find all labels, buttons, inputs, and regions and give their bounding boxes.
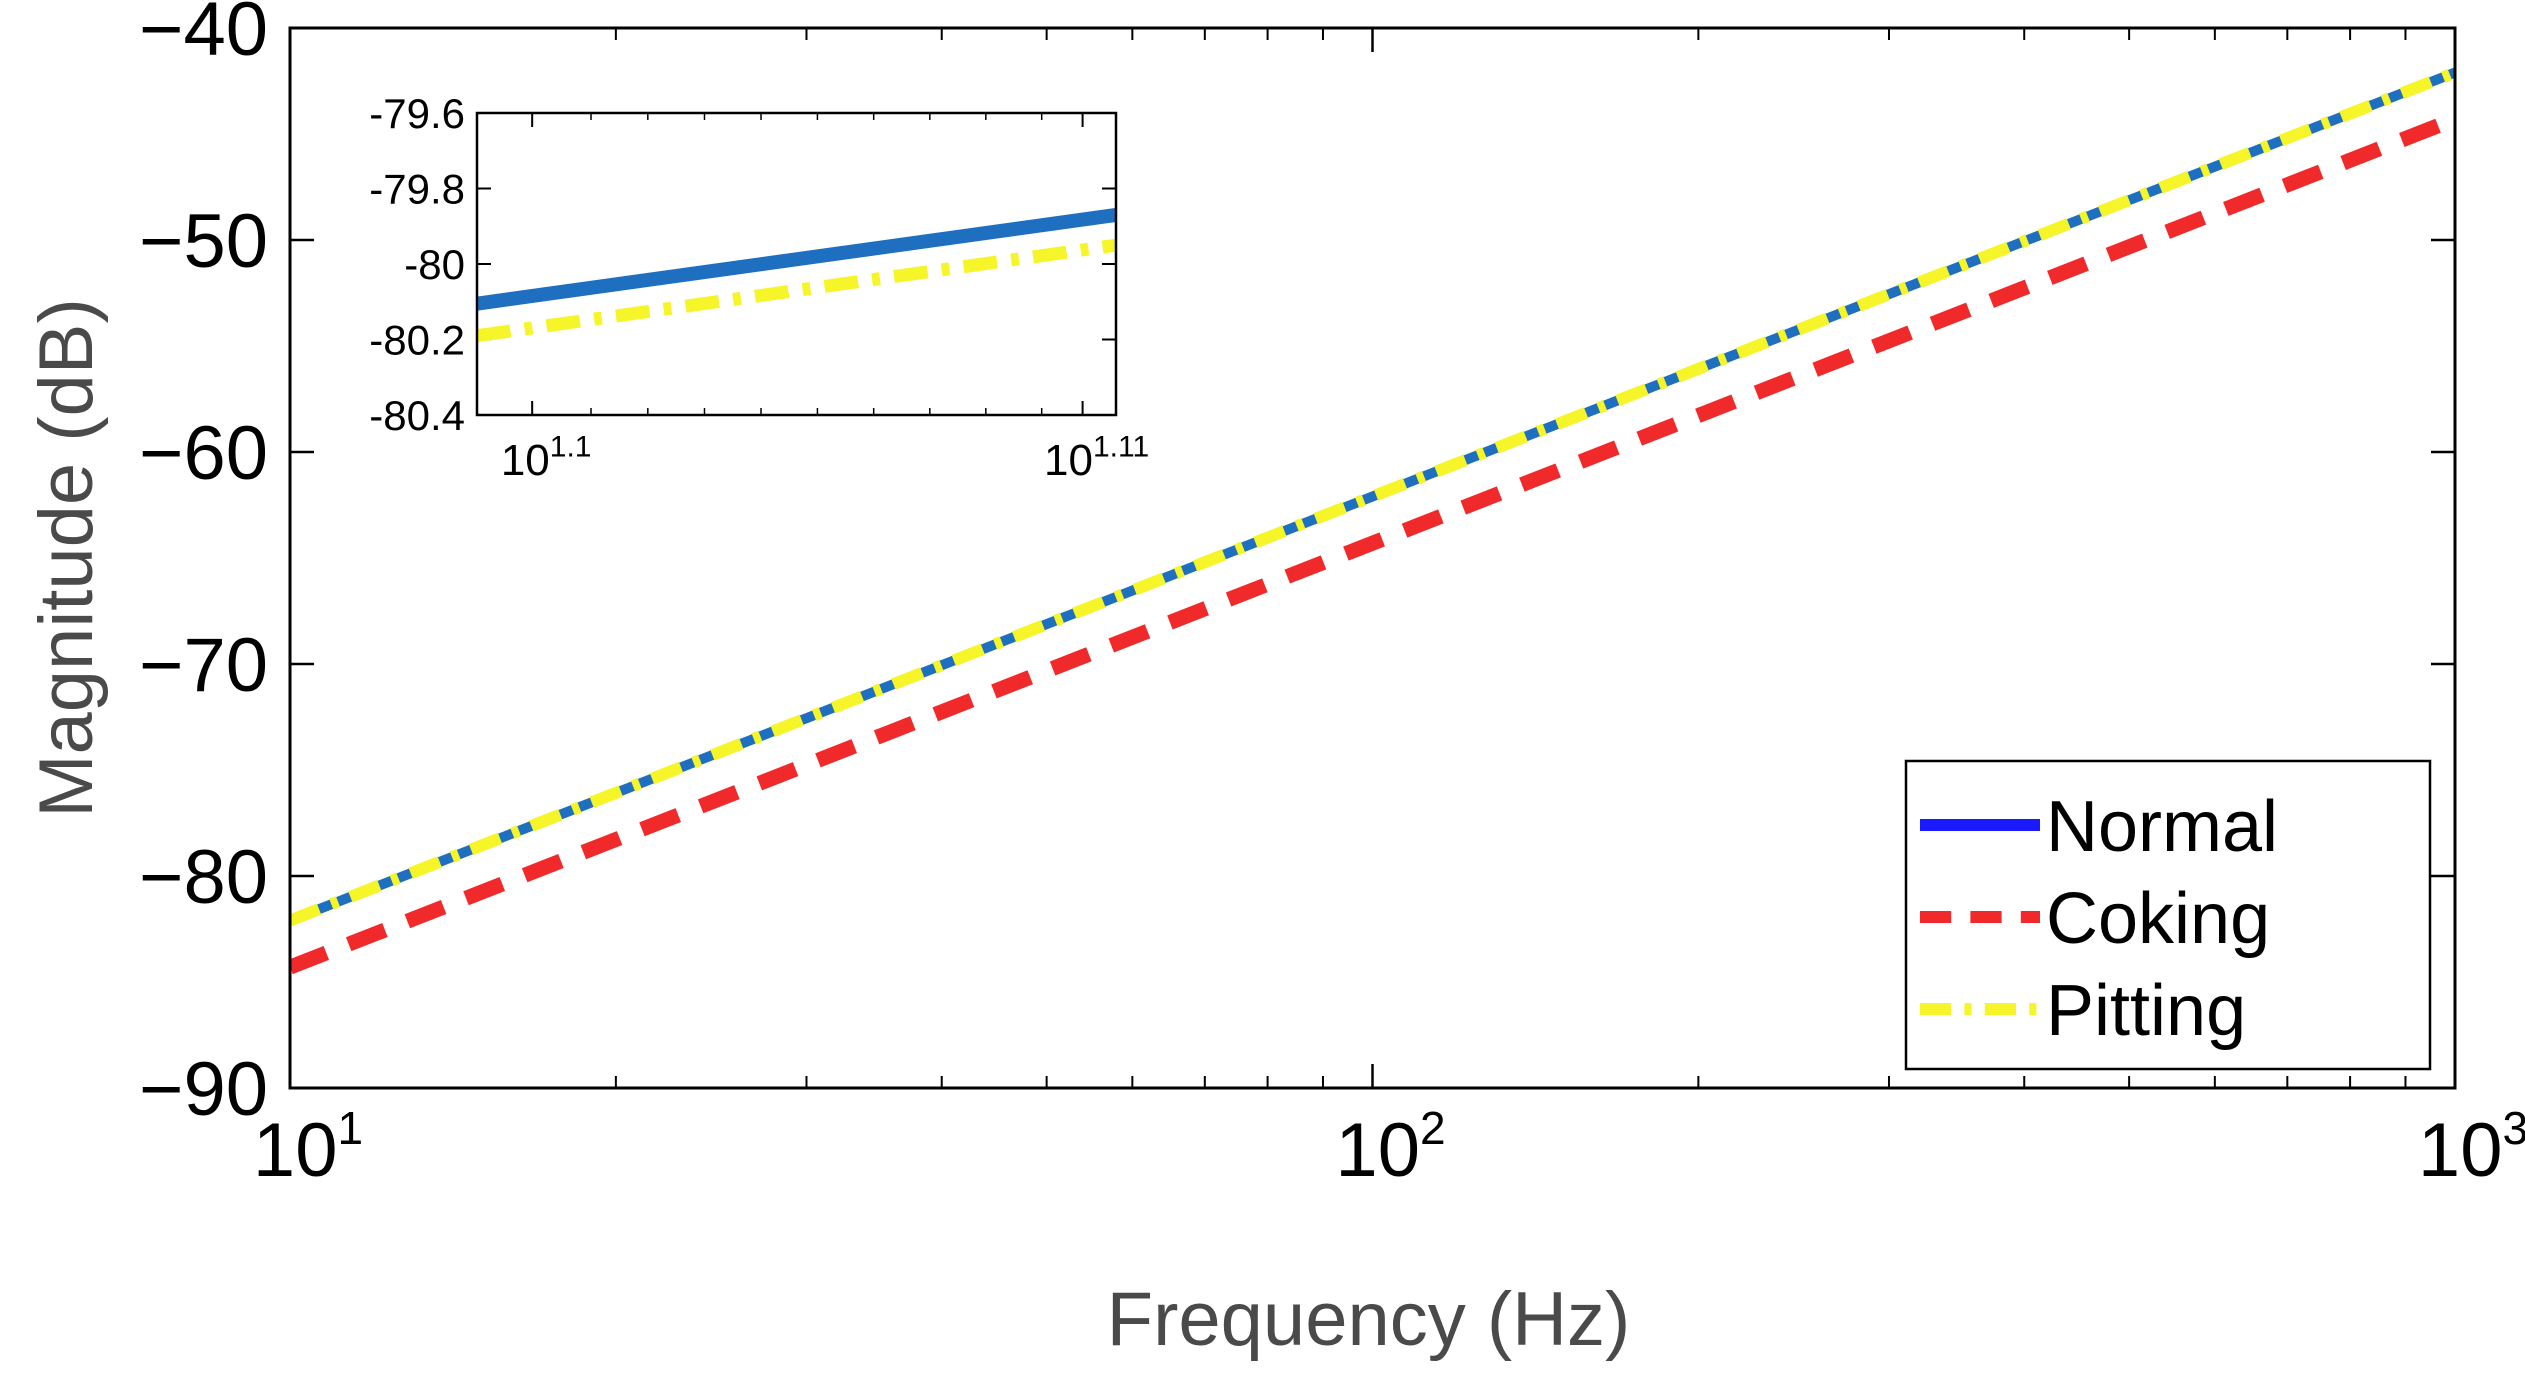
- x-tick-label: 102: [1335, 1102, 1445, 1193]
- inset-y-tick-label: -80: [404, 241, 465, 288]
- inset-series-group: [477, 207, 1116, 343]
- legend-label-coking: Coking: [2046, 879, 2270, 959]
- y-tick-label: −90: [139, 1047, 268, 1132]
- inset-series-line-normal: [477, 207, 1116, 311]
- series-line-coking: [290, 112, 2455, 975]
- inset-plot-frame: [475, 111, 1118, 417]
- inset-y-tick-label: -80.4: [369, 392, 465, 439]
- legend: Normal Coking Pitting: [1904, 759, 2432, 1071]
- y-axis-title: Magnitude (dB): [24, 298, 109, 818]
- series-line-normal: [290, 67, 2455, 926]
- x-tick-label: 101: [253, 1102, 363, 1193]
- y-tick-label: −50: [139, 199, 268, 284]
- y-tick-label: −80: [139, 835, 268, 920]
- legend-label-normal: Normal: [2046, 787, 2278, 867]
- legend-label-pitting: Pitting: [2046, 971, 2246, 1051]
- main-series-group: [290, 66, 2455, 975]
- x-tick-label: 103: [2418, 1102, 2525, 1193]
- inset-x-tick-label: 101.1: [501, 431, 592, 485]
- main-plot-area: 101 102 103 −40 −50 −60 −70 −80 −90 Frequency (Hz…: [24, 0, 2525, 1362]
- inset-y-tick-label: -79.6: [369, 90, 465, 137]
- x-axis-title: Frequency (Hz): [1107, 1277, 1631, 1362]
- inset-x-tick-label: 101.11: [1044, 431, 1149, 485]
- inset-y-tick-label: -80.2: [369, 317, 465, 364]
- y-tick-label: −60: [139, 411, 268, 496]
- inset-y-tick-label: -79.8: [369, 166, 465, 213]
- y-tick-label: −40: [139, 0, 268, 72]
- main-plot-frame: [288, 26, 2457, 1090]
- y-tick-label: −70: [139, 623, 268, 708]
- inset-plot-area: 101.1 101.11 -79.6 -79.8 -80 -80.2 -80.4: [369, 90, 1149, 485]
